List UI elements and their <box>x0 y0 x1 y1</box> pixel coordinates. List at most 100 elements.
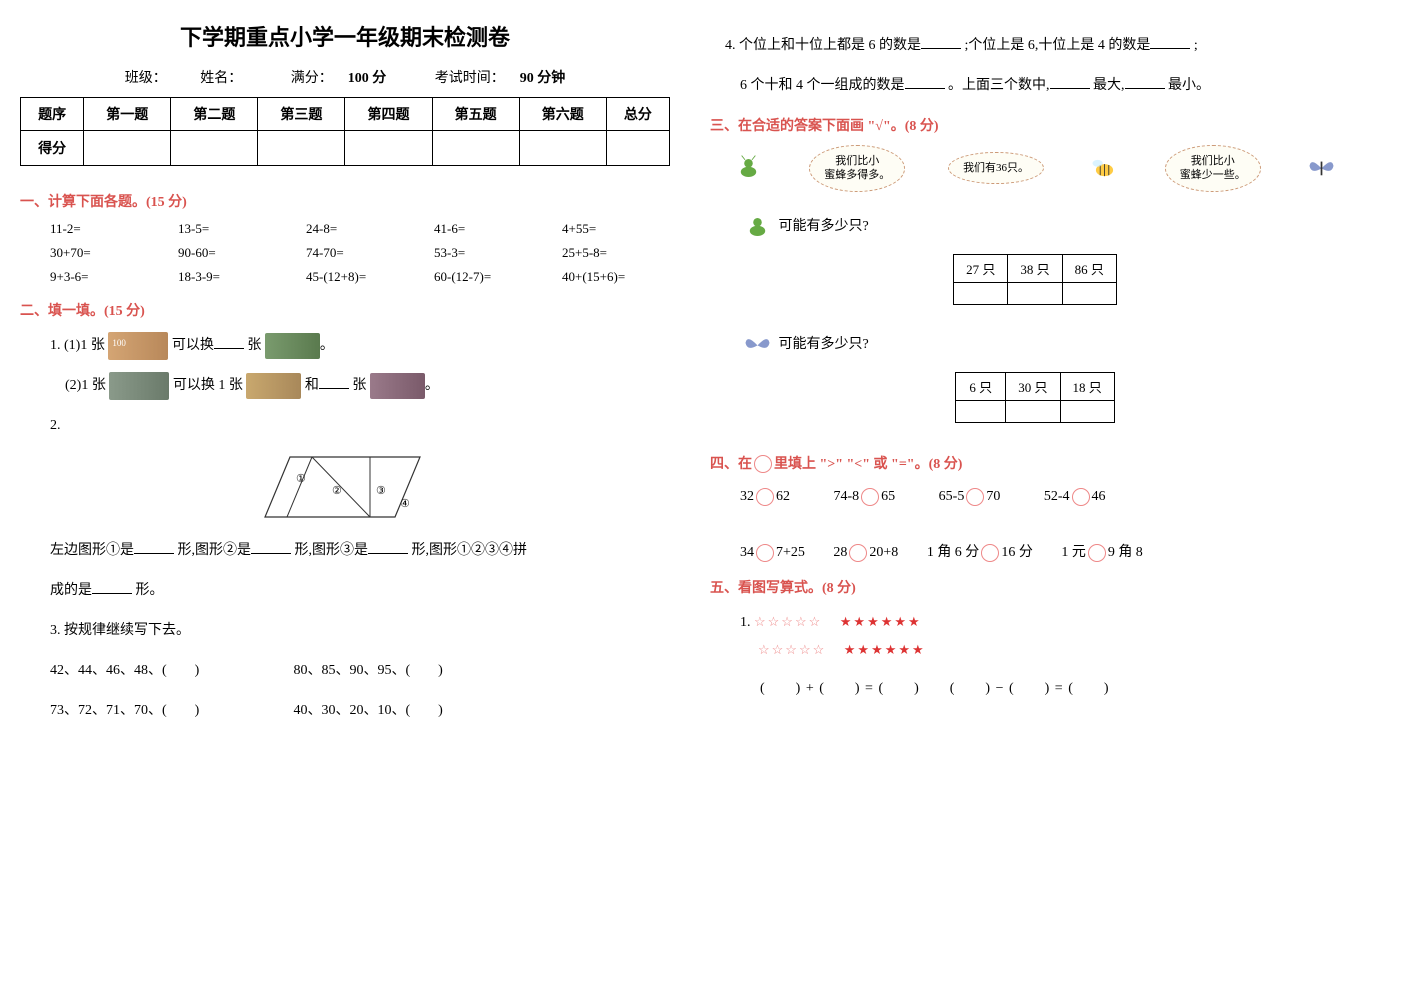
time: 考试时间：90 分钟 <box>420 71 566 86</box>
calc-item: 24-8= <box>306 221 414 237</box>
compare-row: 3262 74-865 65-570 52-446 <box>740 488 1330 506</box>
svg-text:③: ③ <box>376 485 386 497</box>
circle-blank[interactable] <box>981 544 999 562</box>
section5-header: 五、看图写算式。(8 分) <box>710 577 1360 597</box>
bubble-row: 我们比小 蜜蜂多得多。 我们有36只。 我们比小 蜜蜂少一些。 <box>710 145 1360 192</box>
circle-icon <box>754 455 772 473</box>
blank[interactable] <box>368 540 408 554</box>
q2-1-2: (2)1 张 可以换 1 张 和 张 。 <box>65 372 670 400</box>
section4-header: 四、在里填上 ">" "<" 或 "="。(8 分) <box>710 453 1360 474</box>
q3-ant: 可能有多少只? <box>740 212 1360 242</box>
calc-item: 40+(15+6)= <box>562 269 670 285</box>
speech-bubble: 我们比小 蜜蜂多得多。 <box>809 145 905 192</box>
compare-item: 3262 <box>740 488 790 506</box>
blank[interactable] <box>1125 75 1165 89</box>
q3-butterfly: 可能有多少只? <box>740 330 1360 360</box>
table-row: 题序 第一题 第二题 第三题 第四题 第五题 第六题 总分 <box>21 98 670 131</box>
blank[interactable] <box>319 375 349 389</box>
q2-2: 2. <box>50 412 670 440</box>
blank[interactable] <box>1050 75 1090 89</box>
circle-blank[interactable] <box>756 488 774 506</box>
q2-4: 4. 个位上和十位上都是 6 的数是 ;个位上是 6,十位上是 4 的数是 ; <box>725 32 1360 60</box>
calc-item: 60-(12-7)= <box>434 269 542 285</box>
compare-item: 52-446 <box>1044 488 1106 506</box>
score-table: 题序 第一题 第二题 第三题 第四题 第五题 第六题 总分 得分 <box>20 97 670 166</box>
compare-item: 1 元9 角 8 <box>1061 541 1143 562</box>
circle-blank[interactable] <box>966 488 984 506</box>
parallelogram-diagram: ① ② ③ ④ <box>260 452 430 522</box>
page-right: 4. 个位上和十位上都是 6 的数是 ;个位上是 6,十位上是 4 的数是 ; … <box>710 20 1360 737</box>
section3-header: 三、在合适的答案下面画 "√"。(8 分) <box>710 115 1360 135</box>
page-left: 下学期重点小学一年级期末检测卷 班级： 姓名： 满分：100 分 考试时间：90… <box>20 20 670 737</box>
circle-blank[interactable] <box>861 488 879 506</box>
circle-blank[interactable] <box>1072 488 1090 506</box>
compare-item: 65-570 <box>939 488 1001 506</box>
calc-item: 45-(12+8)= <box>306 269 414 285</box>
circle-blank[interactable] <box>1088 544 1106 562</box>
compare-item: 74-865 <box>834 488 896 506</box>
blank[interactable] <box>905 75 945 89</box>
circle-blank[interactable] <box>756 544 774 562</box>
q2-4b: 6 个十和 4 个一组成的数是 。上面三个数中, 最大, 最小。 <box>740 72 1360 100</box>
blank[interactable] <box>1150 35 1190 49</box>
star-hollow-icon: ☆☆☆☆☆ <box>754 614 822 629</box>
circle-blank[interactable] <box>849 544 867 562</box>
blank[interactable] <box>921 35 961 49</box>
calc-item: 53-3= <box>434 245 542 261</box>
q2-2-text: 左边图形①是 形,图形②是 形,图形③是 形,图形①②③④拼 <box>50 537 670 565</box>
bill-100-icon <box>108 332 168 360</box>
calc-item: 18-3-9= <box>178 269 286 285</box>
answer-table-2: 6 只30 只18 只 <box>955 372 1115 423</box>
exam-title: 下学期重点小学一年级期末检测卷 <box>20 20 670 52</box>
compare-item: 1 角 6 分16 分 <box>927 541 1033 562</box>
star-solid-icon: ★★★★★★ <box>840 614 922 629</box>
header-info: 班级： 姓名： 满分：100 分 考试时间：90 分钟 <box>20 67 670 87</box>
bill-10b-icon <box>370 373 425 399</box>
compare-row: 347+25 2820+8 1 角 6 分16 分 1 元9 角 8 <box>740 541 1330 562</box>
star-solid-icon: ★★★★★★ <box>844 642 926 657</box>
calc-item: 13-5= <box>178 221 286 237</box>
q2-1-1: 1. (1)1 张 可以换 张 。 <box>50 332 670 360</box>
calc-item: 9+3-6= <box>50 269 158 285</box>
q5-stars: 1. ☆☆☆☆☆ ★★★★★★ ☆☆☆☆☆ ★★★★★★ <box>740 609 1360 665</box>
section2-header: 二、填一填。(15 分) <box>20 300 670 320</box>
butterfly-icon <box>740 330 775 360</box>
ant-icon <box>740 212 775 242</box>
compare-item: 347+25 <box>740 544 805 562</box>
compare-item: 2820+8 <box>833 544 898 562</box>
blank[interactable] <box>134 540 174 554</box>
svg-text:②: ② <box>332 485 342 497</box>
calc-item: 41-6= <box>434 221 542 237</box>
calc-item: 25+5-8= <box>562 245 670 261</box>
class-label: 班级： <box>125 71 167 86</box>
blank[interactable] <box>251 540 291 554</box>
calc-item: 74-70= <box>306 245 414 261</box>
svg-text:①: ① <box>296 473 306 485</box>
section1-header: 一、计算下面各题。(15 分) <box>20 191 670 211</box>
bill-20-icon <box>246 373 301 399</box>
butterfly-icon <box>1304 153 1339 183</box>
q2-2-text2: 成的是 形。 <box>50 577 670 605</box>
star-hollow-icon: ☆☆☆☆☆ <box>758 642 826 657</box>
svg-text:④: ④ <box>400 498 410 510</box>
blank[interactable] <box>92 580 132 594</box>
name-label: 姓名： <box>200 71 242 86</box>
seq-row: 42、44、46、48、( ) 80、85、90、95、( ) <box>50 657 670 685</box>
blank[interactable] <box>214 335 244 349</box>
calc-item: 90-60= <box>178 245 286 261</box>
bill-50-icon <box>109 372 169 400</box>
calc-item: 11-2= <box>50 221 158 237</box>
calc-grid: 11-2= 13-5= 24-8= 41-6= 4+55= 30+70= 90-… <box>50 221 670 285</box>
q2-3: 3. 按规律继续写下去。 <box>50 617 670 645</box>
fullmarks: 满分：100 分 <box>276 71 390 86</box>
equation-line: ( ) + ( ) = ( ) ( ) − ( ) = ( ) <box>760 677 1360 697</box>
bill-10-icon <box>265 333 320 359</box>
table-row: 得分 <box>21 131 670 166</box>
calc-item: 30+70= <box>50 245 158 261</box>
bee-icon <box>1087 153 1122 183</box>
speech-bubble: 我们比小 蜜蜂少一些。 <box>1165 145 1261 192</box>
seq-row: 73、72、71、70、( ) 40、30、20、10、( ) <box>50 697 670 725</box>
answer-table-1: 27 只38 只86 只 <box>953 254 1117 305</box>
calc-item: 4+55= <box>562 221 670 237</box>
ant-icon <box>731 153 766 183</box>
